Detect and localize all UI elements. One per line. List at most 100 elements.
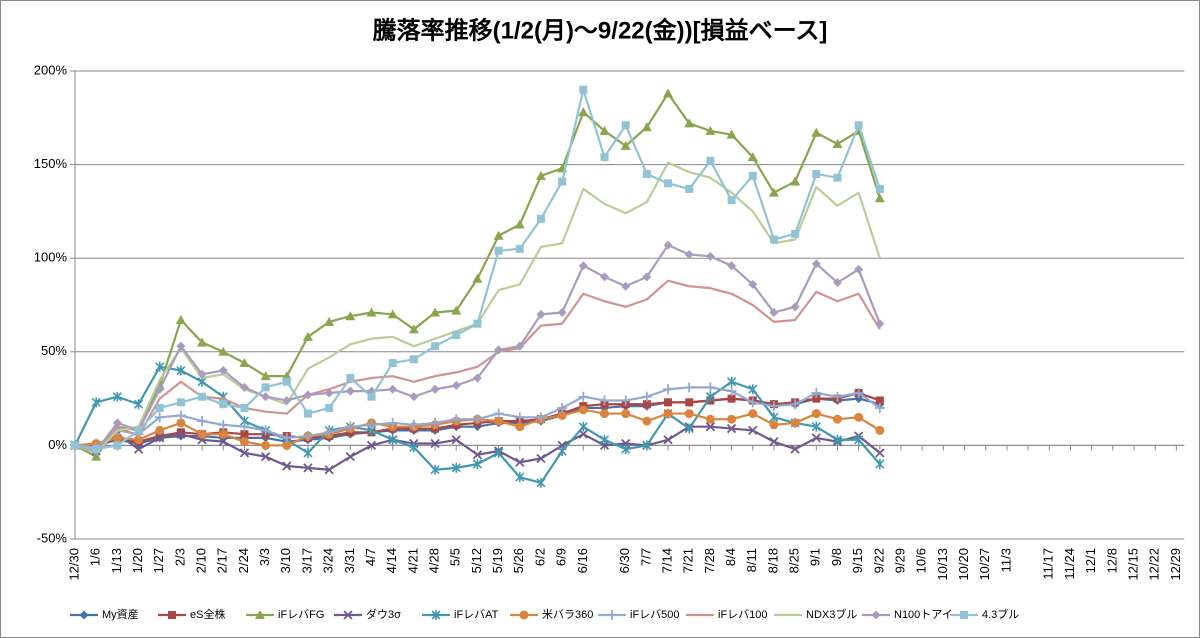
marker (747, 397, 758, 408)
marker (727, 414, 737, 424)
marker (684, 409, 694, 419)
marker (875, 319, 885, 329)
marker (324, 388, 334, 398)
x-tick-label: 8/18 (765, 548, 780, 573)
marker (579, 85, 588, 94)
marker (726, 129, 737, 139)
legend-label: iFレバ100 (718, 608, 768, 621)
marker (705, 125, 716, 135)
marker (388, 384, 398, 394)
x-tick-label: 12/29 (1168, 548, 1183, 581)
marker (620, 395, 631, 406)
x-tick-label: 6/2 (532, 548, 547, 566)
marker (452, 330, 461, 339)
marker (875, 184, 884, 193)
marker (176, 429, 186, 439)
x-tick-label: 10/20 (956, 548, 971, 581)
marker (430, 307, 441, 317)
marker (345, 386, 355, 396)
marker (726, 386, 737, 397)
x-tick-label: 2/24 (236, 548, 251, 573)
marker (642, 169, 651, 178)
marker (430, 417, 441, 428)
marker (811, 127, 822, 137)
y-tick-label: 50% (41, 343, 67, 358)
marker (641, 391, 652, 402)
marker (663, 384, 674, 395)
chart-title: 騰落率推移(1/2(月)～9/22(金))[損益ベース] (373, 16, 828, 44)
marker (874, 193, 885, 203)
marker (535, 170, 546, 180)
marker (871, 610, 881, 620)
x-tick-label: 6/30 (617, 548, 632, 573)
x-tick-label: 5/12 (469, 548, 484, 573)
x-tick-label: 11/17 (1041, 548, 1056, 580)
marker (620, 140, 631, 150)
x-tick-label: 10/27 (977, 548, 992, 581)
x-tick-label: 5/19 (490, 548, 505, 573)
marker (239, 382, 249, 392)
marker (685, 184, 694, 193)
marker (621, 121, 630, 130)
marker (600, 409, 609, 419)
marker (790, 176, 801, 186)
marker (366, 419, 377, 430)
marker (705, 382, 716, 393)
marker (494, 447, 504, 458)
marker (578, 405, 588, 415)
x-tick-label: 8/11 (744, 548, 759, 572)
legend-label: iFレバ500 (630, 608, 680, 621)
marker (92, 445, 101, 454)
marker (325, 403, 334, 412)
marker (854, 264, 864, 274)
x-tick-label: 12/15 (1125, 548, 1140, 581)
marker (218, 419, 229, 430)
marker (197, 429, 207, 439)
marker (769, 235, 778, 244)
marker (832, 434, 843, 445)
marker (261, 440, 271, 450)
marker (748, 409, 758, 419)
marker (472, 459, 482, 470)
marker (198, 392, 207, 401)
marker (409, 442, 419, 453)
marker (811, 409, 821, 419)
marker (706, 156, 715, 165)
x-tick-label: 3/31 (342, 548, 357, 573)
marker (260, 425, 271, 436)
y-tick-label: -50% (37, 530, 68, 545)
marker (960, 611, 968, 619)
marker (303, 409, 312, 418)
marker (727, 196, 736, 205)
marker (748, 384, 758, 395)
y-tick-label: 100% (34, 250, 68, 265)
marker (408, 419, 419, 430)
marker (155, 433, 165, 443)
marker (854, 434, 864, 445)
x-tick-label: 8/25 (787, 548, 802, 573)
marker (175, 410, 186, 421)
marker (536, 453, 546, 464)
marker (726, 423, 737, 434)
legend-label: iFレバFG (278, 608, 324, 621)
x-tick-label: 9/29 (892, 548, 907, 573)
marker (324, 427, 335, 438)
marker (811, 421, 821, 432)
marker (600, 153, 609, 162)
marker (536, 214, 545, 223)
marker (578, 107, 589, 117)
x-tick-label: 7/21 (681, 548, 696, 573)
marker (536, 309, 546, 319)
marker (684, 249, 694, 259)
marker (514, 219, 525, 229)
marker (155, 403, 164, 412)
marker (324, 316, 335, 326)
x-tick-label: 7/28 (702, 548, 717, 573)
marker (218, 437, 228, 447)
marker (684, 382, 695, 393)
legend-label: 米バラ360 (542, 608, 593, 621)
marker (176, 341, 186, 351)
marker (875, 459, 885, 470)
